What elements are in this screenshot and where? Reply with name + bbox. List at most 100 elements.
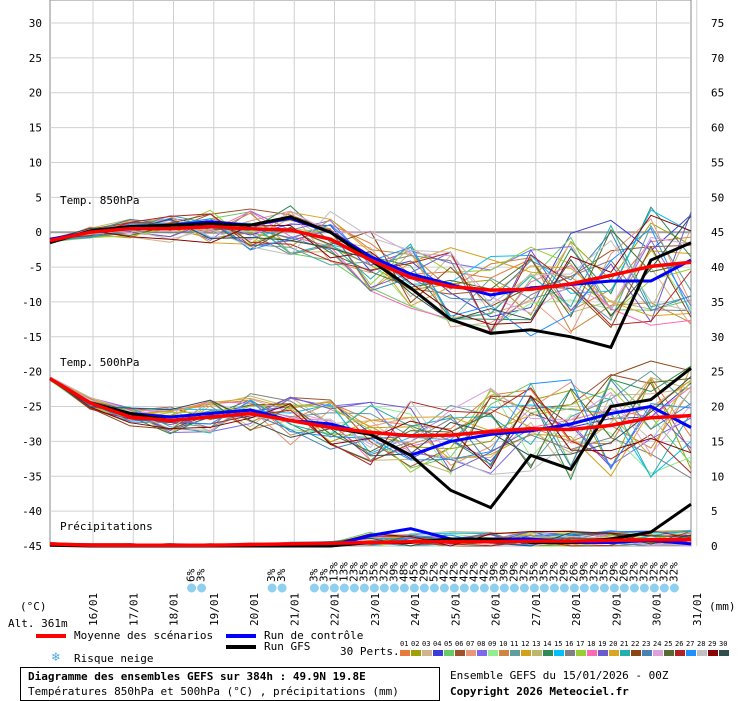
perturbation-swatch (697, 650, 707, 656)
left-tick-label: 15 (29, 122, 42, 135)
date-tick-label: 19/01 (208, 593, 221, 626)
left-tick-label: -15 (22, 331, 42, 344)
perturbation-swatch (708, 650, 718, 656)
perturbation-number: 26 (675, 640, 684, 648)
perturbation-number: 24 (653, 640, 662, 648)
snowflake-icon (359, 583, 369, 593)
footer-subtitle: Températures 850hPa et 500hPa (°C) , pré… (28, 685, 399, 698)
snowflake-icon (419, 583, 429, 593)
left-unit-label: (°C) (20, 600, 47, 613)
snow-risk-label: 42% (477, 562, 490, 582)
right-unit-label: (mm) (709, 600, 736, 613)
snow-risk-label: 32% (667, 562, 680, 582)
snowflake-icon (629, 583, 639, 593)
perturbation-number: 11 (510, 640, 519, 648)
perturbation-number: 18 (587, 640, 596, 648)
member-line-t850 (49, 210, 692, 314)
snowflake-icon (409, 583, 419, 593)
snowflake-icon (459, 583, 469, 593)
perturbation-number: 08 (477, 640, 486, 648)
left-tick-label: 30 (29, 17, 42, 30)
run-date-label: Ensemble GEFS du 15/01/2026 - 00Z (450, 669, 669, 682)
right-tick-label: 15 (711, 435, 724, 448)
series-line-t500 (49, 377, 692, 438)
control-legend-swatch (226, 634, 256, 638)
perturbation-swatch (631, 650, 641, 656)
left-tick-label: -45 (22, 540, 42, 553)
right-tick-label: 30 (711, 331, 724, 344)
date-tick-label: 16/01 (87, 593, 100, 626)
left-tick-label: 10 (29, 156, 42, 169)
snowflake-icon (599, 583, 609, 593)
perturbation-swatch (477, 650, 487, 656)
date-tick-label: 20/01 (248, 593, 261, 626)
date-tick-label: 31/01 (691, 593, 704, 626)
snow-risk-label: 42% (437, 562, 450, 582)
snowflake-icon (339, 583, 349, 593)
date-tick-label: 27/01 (530, 593, 543, 626)
perturbation-swatch (488, 650, 498, 656)
snowflake-icon (469, 583, 479, 593)
perturbation-swatch (620, 650, 630, 656)
snow-risk-label: 35% (597, 562, 610, 582)
perturbation-swatch (521, 650, 531, 656)
perturbation-swatch (686, 650, 696, 656)
snow-risk-label: 26% (567, 562, 580, 582)
snow-risk-label: 3% (317, 568, 330, 582)
right-tick-label: 65 (711, 87, 724, 100)
precip-section-label: Précipitations (60, 520, 153, 533)
chart-series (49, 205, 692, 548)
snowflake-icon (539, 583, 549, 593)
perturbation-swatch (653, 650, 663, 656)
snowflake-icon (197, 583, 207, 593)
snowflake-icon (579, 583, 589, 593)
perturbation-number: 30 (719, 640, 728, 648)
perturbation-number: 10 (499, 640, 508, 648)
member-line-t850 (49, 231, 692, 331)
snowflake-icon (429, 583, 439, 593)
snowflake-icon (569, 583, 579, 593)
snowflake-icon (499, 583, 509, 593)
snow-risk-label: 29% (557, 562, 570, 582)
snowflake-icon (309, 583, 319, 593)
gfs-legend-swatch (226, 645, 256, 649)
member-line-t500 (49, 378, 692, 455)
snowflake-icon (319, 583, 329, 593)
perturbation-number: 29 (708, 640, 717, 648)
snowflake-icon (329, 583, 339, 593)
footer-title: Diagramme des ensembles GEFS sur 384h : … (28, 670, 366, 683)
t500-section-label: Temp. 500hPa (60, 356, 139, 369)
snow-risk-label: 32% (637, 562, 650, 582)
snow-risk-label: 39% (387, 562, 400, 582)
perturbation-swatch (400, 650, 410, 656)
date-tick-label: 29/01 (610, 593, 623, 626)
perturbation-swatch (532, 650, 542, 656)
snow-risk-label: 42% (457, 562, 470, 582)
left-tick-label: -40 (22, 505, 42, 518)
snowflake-icon (449, 583, 459, 593)
series-line-precip (49, 537, 691, 548)
control-legend-label: Run de contrôle (264, 629, 364, 642)
date-tick-label: 25/01 (449, 593, 462, 626)
perturbation-number: 19 (598, 640, 607, 648)
right-tick-label: 75 (711, 17, 724, 30)
snowflake-icon (639, 583, 649, 593)
member-line-t850 (49, 214, 692, 325)
perturbation-number: 06 (455, 640, 464, 648)
perturbations-label: 30 Perts. (340, 645, 400, 658)
snowflake-icon (379, 583, 389, 593)
snow-risk-label: 32% (627, 562, 640, 582)
date-tick-label: 28/01 (570, 593, 583, 626)
member-line-t500 (49, 377, 692, 462)
perturbation-swatch (598, 650, 608, 656)
snowflake-icon (509, 583, 519, 593)
snow-risk-label: 29% (417, 562, 430, 582)
snow-risk-label: 3% (265, 568, 278, 582)
snow-risk-label: 42% (447, 562, 460, 582)
date-tick-label: 30/01 (651, 593, 664, 626)
snowflake-icon (439, 583, 449, 593)
snow-risk-label: 32% (517, 562, 530, 582)
perturbation-swatch (466, 650, 476, 656)
perturbation-number: 28 (697, 640, 706, 648)
perturbation-swatch (587, 650, 597, 656)
